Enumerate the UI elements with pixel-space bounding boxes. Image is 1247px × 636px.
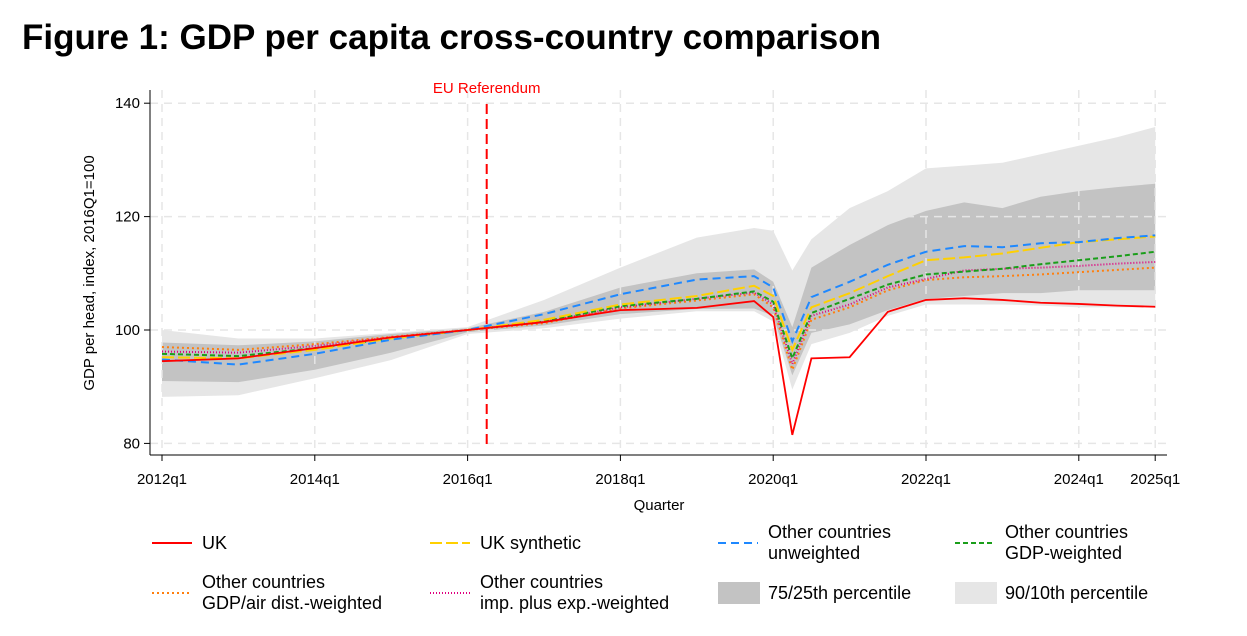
series-line-uk: [161, 297, 1156, 436]
legend-swatch: [430, 542, 470, 544]
legend-label: UK synthetic: [480, 532, 582, 553]
y-axis-label: GDP per head, index, 2016Q1=100: [81, 155, 98, 390]
x-axis-label: Quarter: [634, 497, 685, 514]
legend-label: 90/10th percentile: [1005, 582, 1149, 603]
legend-label: Other countries unweighted: [768, 522, 892, 563]
legend-swatch: [152, 592, 192, 594]
legend-label: Other countries imp. plus exp.-weighted: [480, 572, 670, 613]
y-tick-label: 140: [115, 95, 140, 112]
x-tick-label: 2025q1: [1130, 471, 1180, 488]
eu-referendum-label: EU Referendum: [433, 80, 541, 97]
x-tick-label: 2022q1: [901, 471, 951, 488]
legend-swatch: [955, 542, 995, 544]
legend-label: Other countries GDP-weighted: [1005, 522, 1129, 563]
legend-label: UK: [202, 532, 228, 553]
x-tick-label: 2012q1: [137, 471, 187, 488]
legend-label: 75/25th percentile: [768, 582, 912, 603]
x-tick-label: 2016q1: [443, 471, 493, 488]
legend-swatch: [955, 582, 997, 604]
x-tick-label: 2024q1: [1054, 471, 1104, 488]
legend-label: Other countries GDP/air dist.-weighted: [202, 572, 383, 613]
legend-swatch: [718, 582, 760, 604]
figure-title: Figure 1: GDP per capita cross-country c…: [22, 18, 882, 57]
x-tick-label: 2014q1: [290, 471, 340, 488]
band-90-10: [162, 127, 1156, 397]
y-tick-label: 100: [115, 322, 140, 339]
series-line-other-countries-unweighted: [161, 234, 1156, 366]
x-tick-label: 2018q1: [595, 471, 645, 488]
y-tick-label: 80: [123, 435, 140, 452]
band-75-25: [162, 183, 1156, 383]
legend-swatch: [152, 542, 192, 544]
legend-swatch: [430, 592, 470, 594]
x-tick-label: 2020q1: [748, 471, 798, 488]
legend-swatch: [718, 542, 758, 544]
y-tick-label: 120: [115, 209, 140, 226]
